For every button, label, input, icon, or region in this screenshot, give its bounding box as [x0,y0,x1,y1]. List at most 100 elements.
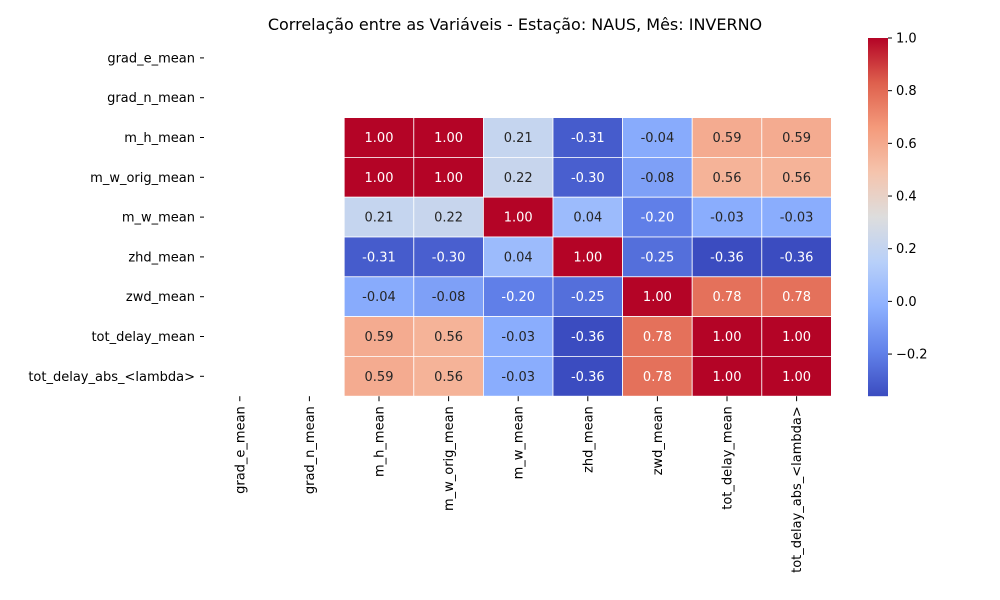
cell-value-label: 0.04 [573,211,602,226]
cell-value-label: 1.00 [713,370,742,385]
chart-title: Correlação entre as Variáveis - Estação:… [268,15,762,34]
cell-value-label: -0.08 [432,290,466,305]
colorbar-gradient [868,38,888,397]
cell-value-label: 1.00 [713,330,742,345]
heatmap-cell [343,316,415,357]
heatmap-cell [552,355,623,397]
x-tick-label: zwd_mean [651,406,666,475]
cell-value-label: 1.00 [365,171,394,186]
colorbar: 1.0 0.8 0.6 0.4 0.2 0.0 −0.2 [868,32,928,397]
heatmap-cell [343,355,415,397]
heatmap-cell [552,236,623,278]
y-tick-label: m_w_orig_mean [90,171,195,186]
cell-value-label: 0.59 [365,330,394,345]
heatmap-cell [691,236,763,278]
cell-value-label: 0.59 [713,131,742,146]
heatmap-cell [413,236,484,278]
heatmap-cell [691,355,763,397]
heatmap-cell [552,196,623,238]
heatmap-cell [413,316,484,357]
heatmap-cell [343,276,415,317]
cell-value-label: 0.78 [782,290,811,305]
cell-value-label: -0.36 [571,330,605,345]
heatmap-cell [482,117,554,158]
cell-value-label: -0.03 [710,211,744,226]
heatmap-cell [622,196,693,238]
colorbar-tick-label: −0.2 [896,348,928,363]
cell-value-label: -0.08 [641,171,675,186]
x-tick-label: grad_n_mean [303,406,318,494]
colorbar-tick-label: 1.0 [896,32,917,47]
cell-value-label: 0.78 [643,330,672,345]
cell-value-label: -0.25 [571,290,605,305]
heatmap-cell [343,117,415,158]
y-tick-label: m_w_mean [122,211,195,226]
cell-value-label: -0.31 [362,250,396,265]
heatmap-cell [761,355,832,397]
cell-value-label: 1.00 [434,131,463,146]
cell-value-label: -0.04 [362,290,396,305]
cell-value-label: 0.21 [504,131,533,146]
heatmap-cell [761,316,832,357]
cell-value-label: -0.03 [780,211,814,226]
cell-value-label: 1.00 [434,171,463,186]
cell-value-label: 1.00 [365,131,394,146]
cell-value-label: 1.00 [643,290,672,305]
y-tick-label: tot_delay_mean [91,330,195,345]
y-axis-labels: grad_e_mean grad_n_mean m_h_mean m_w_orig_m… [28,51,204,385]
cell-value-label: -0.36 [780,250,814,265]
x-tick-label: m_h_mean [373,406,388,477]
heatmap-cell [343,236,415,278]
cell-value-label: 0.22 [504,171,533,186]
y-tick-label: grad_e_mean [107,51,195,66]
heatmap-cell [413,196,484,238]
heatmap-cell [552,117,623,158]
cell-value-label: -0.03 [501,330,535,345]
cell-value-label: 1.00 [573,250,602,265]
x-tick-label: tot_delay_abs_<lambda> [790,406,805,573]
x-tick-label: m_w_mean [512,406,527,479]
cell-value-label: -0.20 [641,211,675,226]
heatmap-cell [691,196,763,238]
cell-value-label: 1.00 [504,211,533,226]
cell-value-label: -0.04 [641,131,675,146]
cell-value-label: 0.59 [782,131,811,146]
heatmap-cell [761,236,832,278]
cell-value-label: -0.30 [571,171,605,186]
heatmap-cell [761,156,832,198]
cell-value-label: 0.56 [434,370,463,385]
colorbar-tick-label: 0.8 [896,84,917,99]
cell-value-label: -0.36 [571,370,605,385]
cell-value-label: 1.00 [782,330,811,345]
cell-value-label: 0.04 [504,250,533,265]
colorbar-tick-label: 0.0 [896,295,917,310]
heatmap-cell [343,156,415,198]
cell-value-label: -0.20 [501,290,535,305]
heatmap-cells: 1.00 1.00 0.21 -0.31 -0.04 0.59 0.59 1.00 1.00 0.… [343,117,832,397]
colorbar-tick-label: 0.6 [896,137,917,152]
x-tick-label: grad_e_mean [233,406,248,494]
cell-value-label: 0.56 [782,171,811,186]
cell-value-label: -0.30 [432,250,466,265]
cell-value-label: 0.22 [434,211,463,226]
cell-value-label: -0.31 [571,131,605,146]
heatmap-cell [691,117,763,158]
heatmap-cell [482,196,554,238]
heatmap-cell [552,316,623,357]
x-axis-labels: grad_e_mean grad_n_mean m_h_mean m_w_orig_m… [233,396,805,573]
y-tick-label: m_h_mean [124,131,195,146]
colorbar-tick-label: 0.4 [896,190,917,205]
heatmap-cell [482,156,554,198]
heatmap-cell [622,156,693,198]
y-tick-label: zwd_mean [126,290,195,305]
cell-value-label: 0.78 [643,370,672,385]
x-tick-label: m_w_orig_mean [442,406,457,511]
y-tick-label: tot_delay_abs_<lambda> [28,370,195,385]
heatmap-cell [482,276,554,317]
cell-value-label: 0.56 [713,171,742,186]
cell-value-label: 0.56 [434,330,463,345]
cell-value-label: -0.25 [641,250,675,265]
cell-value-label: -0.36 [710,250,744,265]
